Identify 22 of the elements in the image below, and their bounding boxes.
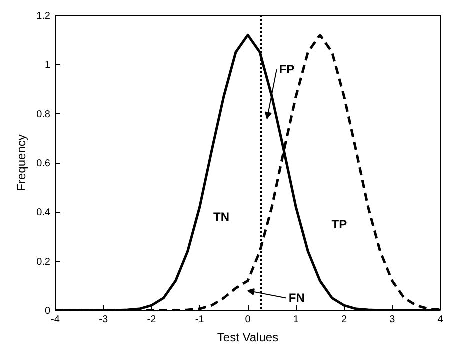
x-tick-label: -2: [147, 314, 157, 326]
y-tick-label: 0.4: [36, 208, 51, 219]
x-tick-label: -3: [99, 314, 109, 326]
y-tick-label: 0.2: [36, 256, 51, 268]
x-tick-label: 4: [438, 314, 444, 326]
annotation: TP: [332, 217, 348, 232]
annotation: TN: [214, 210, 230, 224]
x-tick-label: 2: [341, 314, 348, 326]
x-axis-title: Test Values: [217, 330, 279, 344]
x-tick-label: 1: [293, 314, 300, 326]
x-tick-label: -1: [195, 314, 205, 326]
y-tick-label: 1.2: [36, 11, 51, 22]
y-axis-title: Frequency: [14, 134, 29, 192]
y-tick-label: 0: [44, 306, 51, 317]
y-tick-label: 0.8: [36, 109, 51, 120]
x-tick-label: -4: [51, 314, 60, 326]
annotation: FN: [288, 291, 305, 306]
annotation: FP: [279, 62, 295, 77]
x-tick-label: 3: [390, 314, 396, 326]
y-tick-label: 1: [44, 60, 51, 72]
y-tick-label: 0.6: [36, 158, 51, 170]
x-tick-label: 0: [245, 314, 252, 326]
